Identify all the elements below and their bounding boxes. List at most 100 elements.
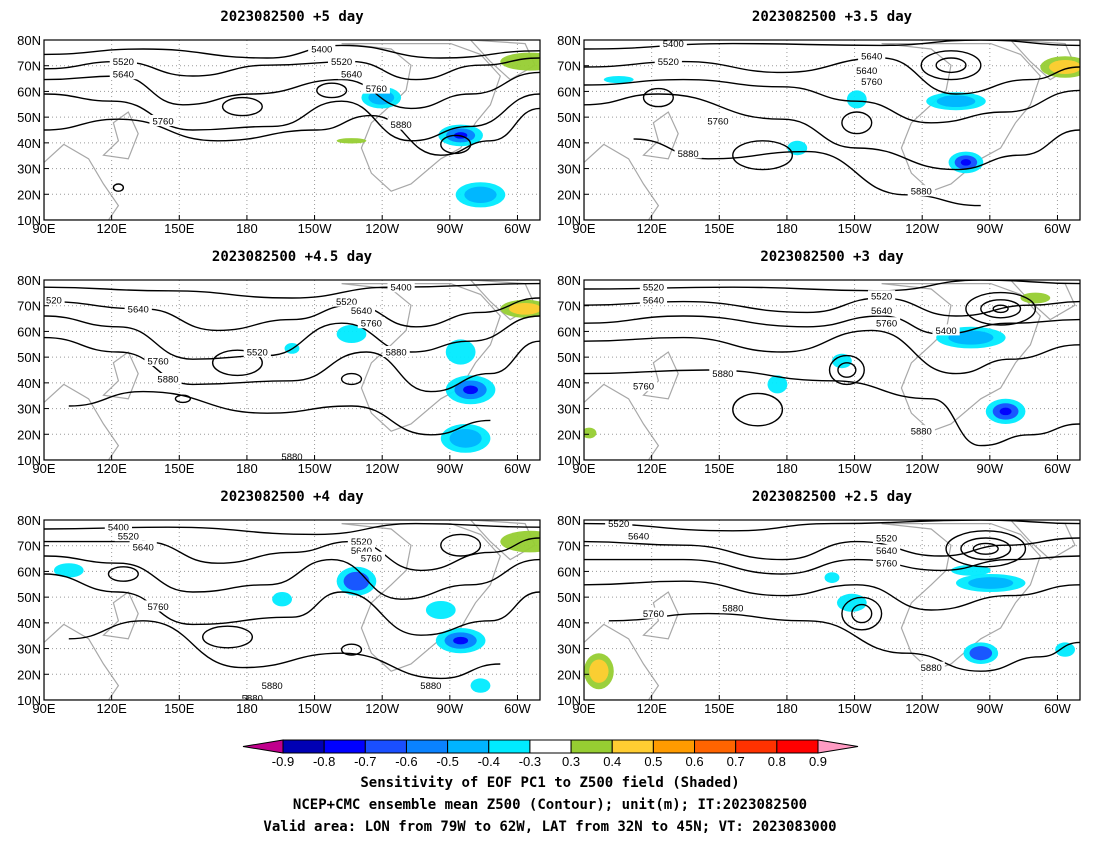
lon-tick-label: 90E <box>32 701 55 716</box>
contour-label: 5640 <box>856 66 877 77</box>
contour-label: 5520 <box>113 57 134 68</box>
lon-tick-label: 150W <box>838 461 873 476</box>
lat-tick-label: 40N <box>17 136 41 151</box>
contour-label: 5880 <box>921 663 942 674</box>
lon-tick-label: 150E <box>164 461 195 476</box>
lon-tick-label: 90E <box>32 461 55 476</box>
contour-label: 5640 <box>133 543 154 554</box>
lon-tick-label: 90W <box>436 701 463 716</box>
contour-label: 5880 <box>262 681 283 692</box>
colorbar-box <box>611 739 654 754</box>
sensitivity-shading <box>999 407 1012 416</box>
sensitivity-shading <box>969 646 993 661</box>
z500-closed-contour <box>440 533 482 557</box>
z500-closed-contour <box>837 362 857 378</box>
z500-closed-contour <box>841 596 883 631</box>
contour-label-bg <box>347 544 376 556</box>
panel-frame <box>583 39 1081 221</box>
contour-label-bg <box>337 68 366 80</box>
coastline <box>584 383 660 460</box>
z500-closed-contour <box>960 537 1012 561</box>
colorbar-level-label: 0.3 <box>562 754 580 769</box>
contour-label: 5520 <box>643 283 664 294</box>
z500-closed-contour <box>440 134 472 155</box>
colorbar-level-label: -0.9 <box>272 754 294 769</box>
lon-tick-label: 120W <box>905 461 940 476</box>
contour-label-bg <box>907 185 935 197</box>
lat-tick-label: 40N <box>557 616 581 631</box>
contour-label-bg <box>417 679 445 691</box>
z500-closed-contour <box>174 394 192 404</box>
sensitivity-shading <box>824 572 840 583</box>
lat-tick-label: 40N <box>557 136 581 151</box>
contour-label: 5640 <box>861 52 882 63</box>
coastline <box>469 520 536 561</box>
lat-tick-label: 80N <box>17 273 41 288</box>
contour-label: 5640 <box>876 546 897 557</box>
contour-label: 5760 <box>861 77 882 88</box>
contour-label: 5520 <box>608 519 629 530</box>
contour-label: 5880 <box>911 187 932 198</box>
lon-tick-label: 60W <box>504 701 531 716</box>
colorbar-box <box>529 739 572 754</box>
coastline <box>881 42 1041 192</box>
contour-label-bg <box>639 281 668 293</box>
z500-contour <box>44 297 540 332</box>
panel-title: 2023082500 +4.5 day <box>212 249 373 265</box>
lat-tick-label: 50N <box>17 350 41 365</box>
sensitivity-shading <box>425 601 456 619</box>
lon-tick-label: 90E <box>32 221 55 236</box>
lon-tick-label: 90E <box>572 461 595 476</box>
contour-label: 5520 <box>331 57 352 68</box>
z500-closed-contour <box>851 603 873 624</box>
z500-closed-contour <box>732 392 784 427</box>
lon-tick-label: 120E <box>96 221 127 236</box>
coastline <box>102 351 139 400</box>
contour-label-bg <box>109 55 137 67</box>
contour-label: 5760 <box>361 319 382 330</box>
contour-label: 5400 <box>108 523 129 534</box>
contour-label: 5400 <box>663 39 684 50</box>
contour-label: 5880 <box>281 452 302 463</box>
contour-label: 5640 <box>113 70 134 81</box>
contour-label: 5520 <box>876 534 897 545</box>
contour-label-bg <box>917 661 945 673</box>
coastline <box>102 591 139 640</box>
contour-label: 5520 <box>247 348 268 359</box>
z500-contour <box>44 107 540 156</box>
contour-label-bg <box>238 692 266 700</box>
contour-label-bg <box>709 367 737 379</box>
lon-tick-label: 150E <box>704 221 735 236</box>
sensitivity-shading <box>500 530 540 553</box>
sensitivity-shading <box>336 325 367 343</box>
z500-closed-contour <box>841 111 873 135</box>
panel-title: 2023082500 +2.5 day <box>752 489 913 505</box>
z500-contour <box>584 369 1080 447</box>
contour-label: 5520 <box>118 532 139 543</box>
contour-label: 5400 <box>311 45 332 56</box>
contour-label-bg <box>44 293 65 305</box>
z500-contour <box>44 44 540 59</box>
contour-label-bg <box>308 43 336 54</box>
lon-tick-label: 120E <box>636 461 667 476</box>
lon-tick-label: 120W <box>365 701 400 716</box>
lon-tick-label: 120E <box>96 701 127 716</box>
sensitivity-shading <box>449 429 482 448</box>
z500-closed-contour <box>107 566 139 582</box>
lat-tick-label: 10N <box>557 213 581 228</box>
contour-label-bg <box>149 115 177 126</box>
contour-label: 5760 <box>148 357 169 368</box>
contour-label-bg <box>907 425 935 437</box>
sensitivity-shading <box>960 159 972 166</box>
z500-closed-contour <box>340 643 363 656</box>
caption-line-contour: NCEP+CMC ensemble mean Z500 (Contour); u… <box>292 797 808 813</box>
contour-label-bg <box>144 600 172 612</box>
coastline <box>584 623 660 700</box>
lat-tick-label: 60N <box>557 324 581 339</box>
sensitivity-shading <box>584 427 597 439</box>
lon-tick-label: 150W <box>838 701 873 716</box>
lon-tick-label: 90W <box>976 461 1003 476</box>
panel-frame <box>583 519 1081 701</box>
